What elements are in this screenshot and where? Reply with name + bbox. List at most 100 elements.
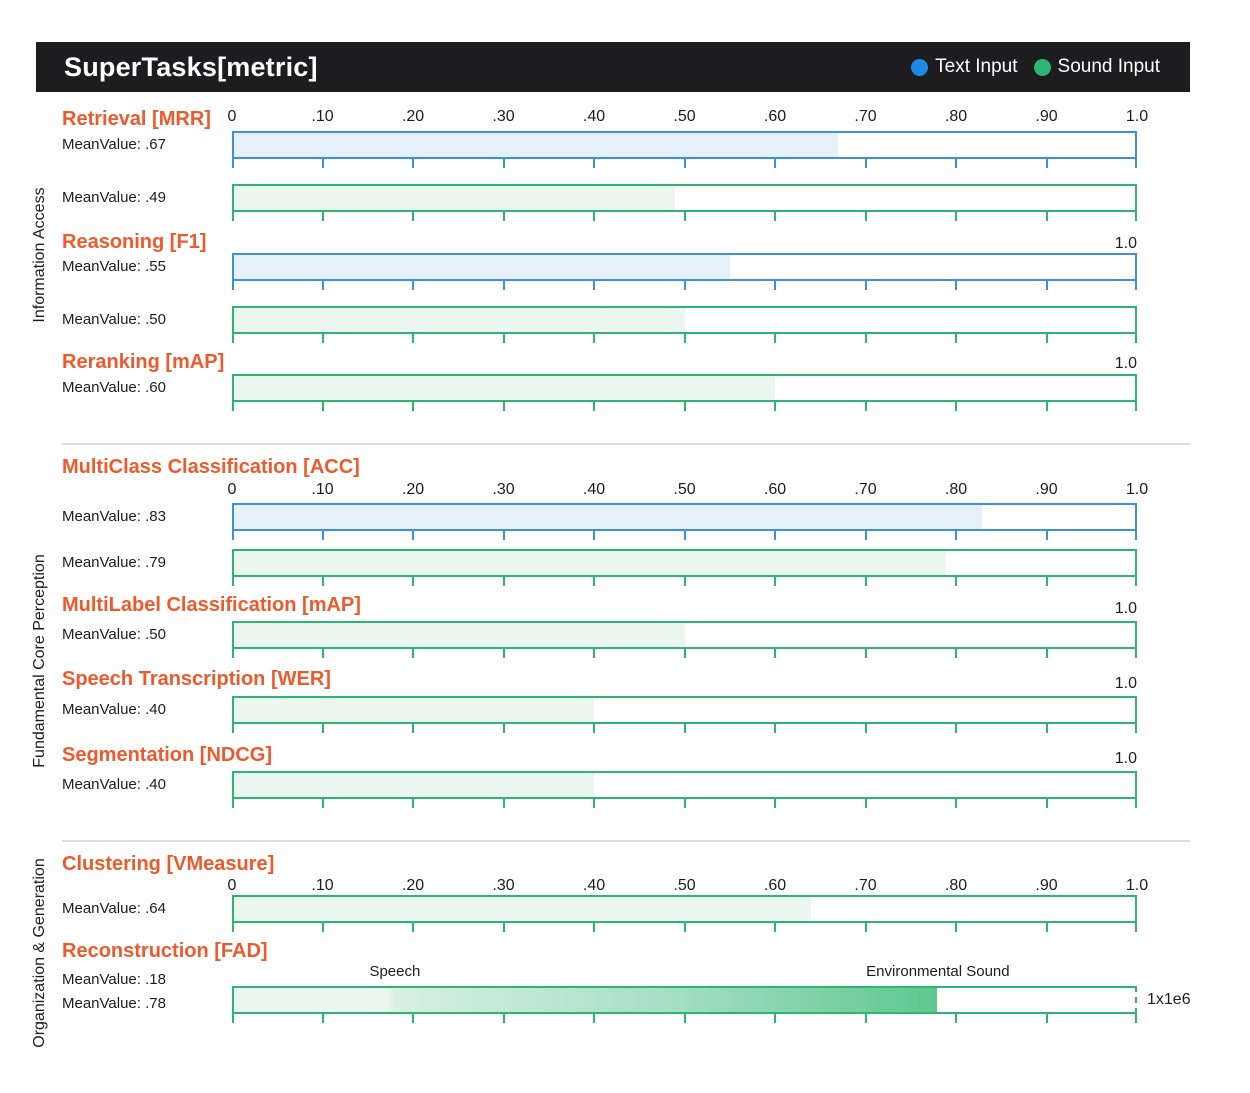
axis-tick-label: .40 [582, 481, 606, 498]
tick-mark [502, 402, 505, 411]
tick-mark [321, 923, 324, 932]
legend-item-sound-input: Sound Input [1033, 56, 1160, 78]
tick-mark [593, 799, 595, 808]
tick-mark [955, 577, 957, 586]
tick-mark [864, 159, 867, 168]
tick-mark [1135, 649, 1137, 658]
tick-mark [955, 649, 957, 658]
tick-mark [955, 159, 957, 168]
axis-tick-label: 0 [227, 877, 237, 894]
text-input-bar [232, 131, 1137, 159]
tick-mark [1045, 159, 1048, 168]
bar-track [232, 621, 1137, 658]
tick-mark [593, 923, 595, 932]
axis-tick-labels: 0 .10 .20 .30 .40 .50 .60 .70 .80 .90 1.0 [228, 108, 1149, 125]
axis-max-label: 1.0 [1114, 235, 1137, 252]
axis-tick-label: .60 [763, 877, 787, 894]
tick-mark [774, 531, 776, 540]
bar-fill [234, 255, 730, 279]
bar-fill [234, 623, 685, 647]
axis-tick-label: 1.0 [1125, 481, 1149, 498]
tick-mark [955, 923, 957, 932]
tick-mark [955, 402, 957, 411]
tick-mark [774, 334, 776, 343]
tick-mark [864, 799, 867, 808]
tick-mark [1135, 402, 1137, 411]
tick-mark [864, 531, 867, 540]
tick-mark [412, 799, 414, 808]
bar-track [232, 374, 1137, 411]
bar-track [232, 895, 1137, 932]
bar-track [232, 184, 1137, 221]
sound-input-bar [232, 771, 1137, 799]
scale-label: 1x1e6 [1147, 991, 1191, 1008]
tick-mark [412, 1014, 414, 1023]
tick-mark [683, 1014, 686, 1023]
axis-tick-label: .40 [582, 877, 606, 894]
task-title: Speech Transcription [WER] [62, 668, 331, 690]
section-divider [62, 443, 1190, 445]
bar-track [232, 306, 1137, 343]
axis-max-label: 1.0 [1114, 675, 1137, 692]
axis-tick-label: .30 [492, 481, 515, 498]
tick-mark [1045, 281, 1048, 290]
tick-mark [774, 799, 776, 808]
tick-mark [232, 577, 234, 586]
tick-mark [232, 923, 234, 932]
tick-mark [1045, 923, 1048, 932]
axis-tick-label: .40 [582, 108, 606, 125]
mean-value-label: MeanValue: .78 [62, 995, 166, 1012]
bar-fill [234, 551, 946, 575]
tick-mark [1135, 1014, 1137, 1023]
mean-value-label: MeanValue: .50 [62, 311, 166, 328]
tick-mark [593, 159, 595, 168]
group-label: Information Access [31, 187, 48, 323]
tick-mark [1045, 799, 1048, 808]
axis-tick-label: .90 [1035, 108, 1058, 125]
text-input-dot-icon [911, 58, 929, 76]
bar-fill [234, 773, 595, 797]
axis-tick-label: 1.0 [1125, 877, 1149, 894]
axis-tick-label: .30 [492, 108, 515, 125]
bar-track [232, 503, 1137, 540]
tick-mark [955, 1014, 957, 1023]
mean-value-label: MeanValue: .49 [62, 189, 166, 206]
bar-annotation-label: Environmental Sound [866, 963, 1010, 980]
sound-input-bar [232, 184, 1137, 212]
axis-tick-label: .90 [1035, 481, 1058, 498]
tick-mark [321, 159, 324, 168]
tick-mark [321, 334, 324, 343]
tick-mark [232, 281, 234, 290]
tick-mark [774, 577, 776, 586]
axis-tick-label: .30 [492, 877, 515, 894]
tick-mark [321, 212, 324, 221]
bar-track [232, 549, 1137, 586]
tick-mark [683, 334, 686, 343]
tick-mark [412, 724, 414, 733]
tick-mark [502, 159, 505, 168]
tick-mark [955, 281, 957, 290]
tick-mark [1135, 212, 1137, 221]
tick-mark [774, 1014, 776, 1023]
tick-mark [774, 159, 776, 168]
tick-mark [864, 334, 867, 343]
bar-fill [234, 897, 811, 921]
text-input-bar [232, 253, 1137, 281]
tick-mark [1045, 577, 1048, 586]
tick-mark [683, 281, 686, 290]
tick-mark [232, 1014, 234, 1023]
chart-header: SuperTasks[metric] Text Input Sound Inpu… [36, 42, 1190, 92]
tick-mark [321, 1014, 324, 1023]
tick-mark [1135, 281, 1137, 290]
bar-fill [234, 308, 685, 332]
tick-mark [232, 334, 234, 343]
tick-mark [683, 799, 686, 808]
tick-mark [864, 649, 867, 658]
sound-input-bar [232, 986, 1137, 1014]
group-label: Organization & Generation [31, 858, 48, 1048]
task-title: MultiLabel Classification [mAP] [62, 594, 361, 616]
tick-mark [1045, 724, 1048, 733]
tick-mark [683, 649, 686, 658]
tick-mark [955, 531, 957, 540]
axis-tick-label: .80 [944, 481, 968, 498]
